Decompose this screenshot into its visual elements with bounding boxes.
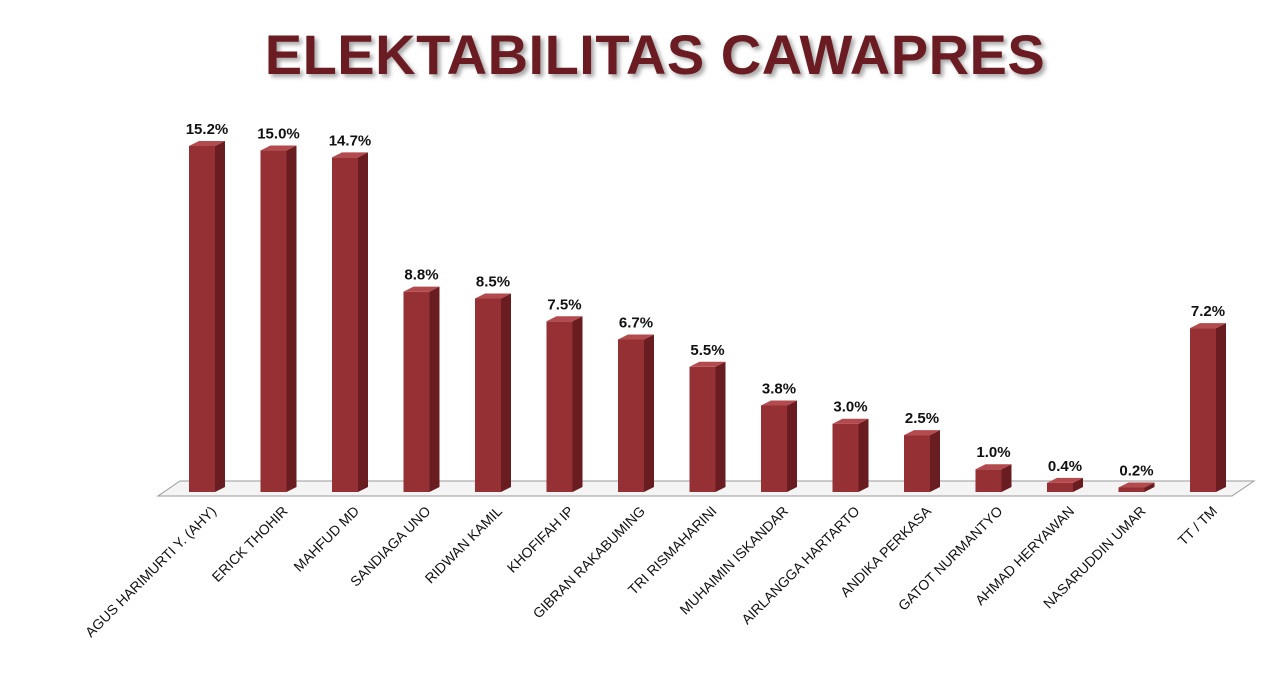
bar-top [1190, 323, 1226, 329]
value-label: 3.8% [762, 381, 796, 398]
bar-front [689, 366, 716, 492]
bar-front [189, 146, 215, 492]
bar [332, 152, 368, 492]
bar-side [715, 361, 726, 492]
bar-front [1047, 482, 1073, 492]
category-label: RIDWAN KAMIL [422, 503, 506, 587]
value-label: 8.8% [404, 267, 438, 284]
bar-top [689, 361, 726, 367]
bar-side [501, 293, 511, 492]
bar-side [286, 145, 297, 493]
bar-side [1001, 464, 1012, 492]
bar-top [189, 141, 225, 146]
bar-front [403, 291, 430, 492]
category-label: AGUS HARIMURTI Y. (AHY) [82, 503, 219, 640]
bar-side [1144, 482, 1155, 492]
bar-top [761, 400, 797, 406]
bar-front [1118, 487, 1145, 492]
value-label: 6.7% [619, 314, 653, 331]
category-label: ERICK THOHIR [209, 503, 291, 585]
bar-side [644, 334, 654, 492]
bar [1047, 477, 1083, 492]
bar-side [930, 430, 940, 492]
bar-top [475, 293, 511, 299]
value-label: 1.0% [976, 444, 1010, 461]
bar-side [1073, 477, 1083, 492]
bar-top [1118, 482, 1155, 488]
value-label: 7.2% [1191, 303, 1225, 320]
bar-side [787, 400, 797, 492]
bar-side [572, 316, 583, 492]
bar [403, 286, 440, 492]
bar-top [618, 334, 654, 340]
bar-side [858, 418, 869, 492]
bar [904, 430, 940, 492]
bar [689, 361, 726, 492]
value-label: 8.5% [476, 274, 510, 291]
category-labels-group: AGUS HARIMURTI Y. (AHY)ERICK THOHIR MAHFU… [82, 502, 1220, 640]
bar-front [761, 405, 787, 492]
bar-front [332, 157, 358, 492]
bar-top [546, 316, 583, 322]
bar [618, 334, 654, 492]
value-label: 15.2% [186, 121, 229, 138]
value-label: 3.0% [833, 399, 867, 416]
bar [1190, 323, 1226, 492]
bar-front [975, 469, 1002, 492]
bar-front [904, 435, 930, 492]
value-label: 5.5% [690, 342, 724, 359]
bar-front [546, 321, 573, 492]
bar [189, 141, 225, 492]
bar-front [475, 298, 501, 492]
value-labels-group: 15.2% 15.0% 14.7% 8.8% 8.5% 7.5% 6.7% 5.5% 3.8% 3… [186, 121, 1225, 479]
category-label: KHOFIFAH IP [504, 503, 577, 576]
value-label: 0.2% [1119, 462, 1153, 479]
bar-front [1190, 328, 1216, 492]
bar-top [332, 152, 368, 158]
bar [475, 293, 511, 492]
value-label: 15.0% [257, 126, 300, 143]
value-label: 0.4% [1048, 458, 1082, 475]
bar-side [429, 286, 440, 492]
category-label: MAHFUD MD [290, 503, 362, 575]
value-label: 7.5% [547, 296, 581, 313]
bar-top [975, 464, 1012, 470]
bar [260, 145, 297, 493]
value-label: 14.7% [329, 132, 372, 149]
bar-top [1047, 477, 1083, 483]
bar [761, 400, 797, 492]
bar [832, 418, 869, 492]
bar-top [260, 145, 297, 151]
bar-top [403, 286, 440, 292]
category-label: TT / TM [1175, 503, 1221, 549]
value-label: 2.5% [905, 410, 939, 427]
bar-side [358, 152, 368, 492]
bar [975, 464, 1012, 492]
bar-top [832, 418, 869, 424]
bar-side [1216, 323, 1226, 492]
category-label: AIRLANGGA HARTARTO [738, 503, 863, 628]
bar-front [618, 339, 644, 492]
bars-group [189, 141, 1226, 493]
bar-front [260, 150, 287, 493]
bar-top [904, 430, 940, 436]
chart-title: ELEKTABILITAS CAWAPRES [264, 23, 1046, 86]
bar-side [215, 141, 225, 492]
bar [546, 316, 583, 492]
bar [1118, 482, 1155, 492]
bar-front [832, 423, 859, 492]
